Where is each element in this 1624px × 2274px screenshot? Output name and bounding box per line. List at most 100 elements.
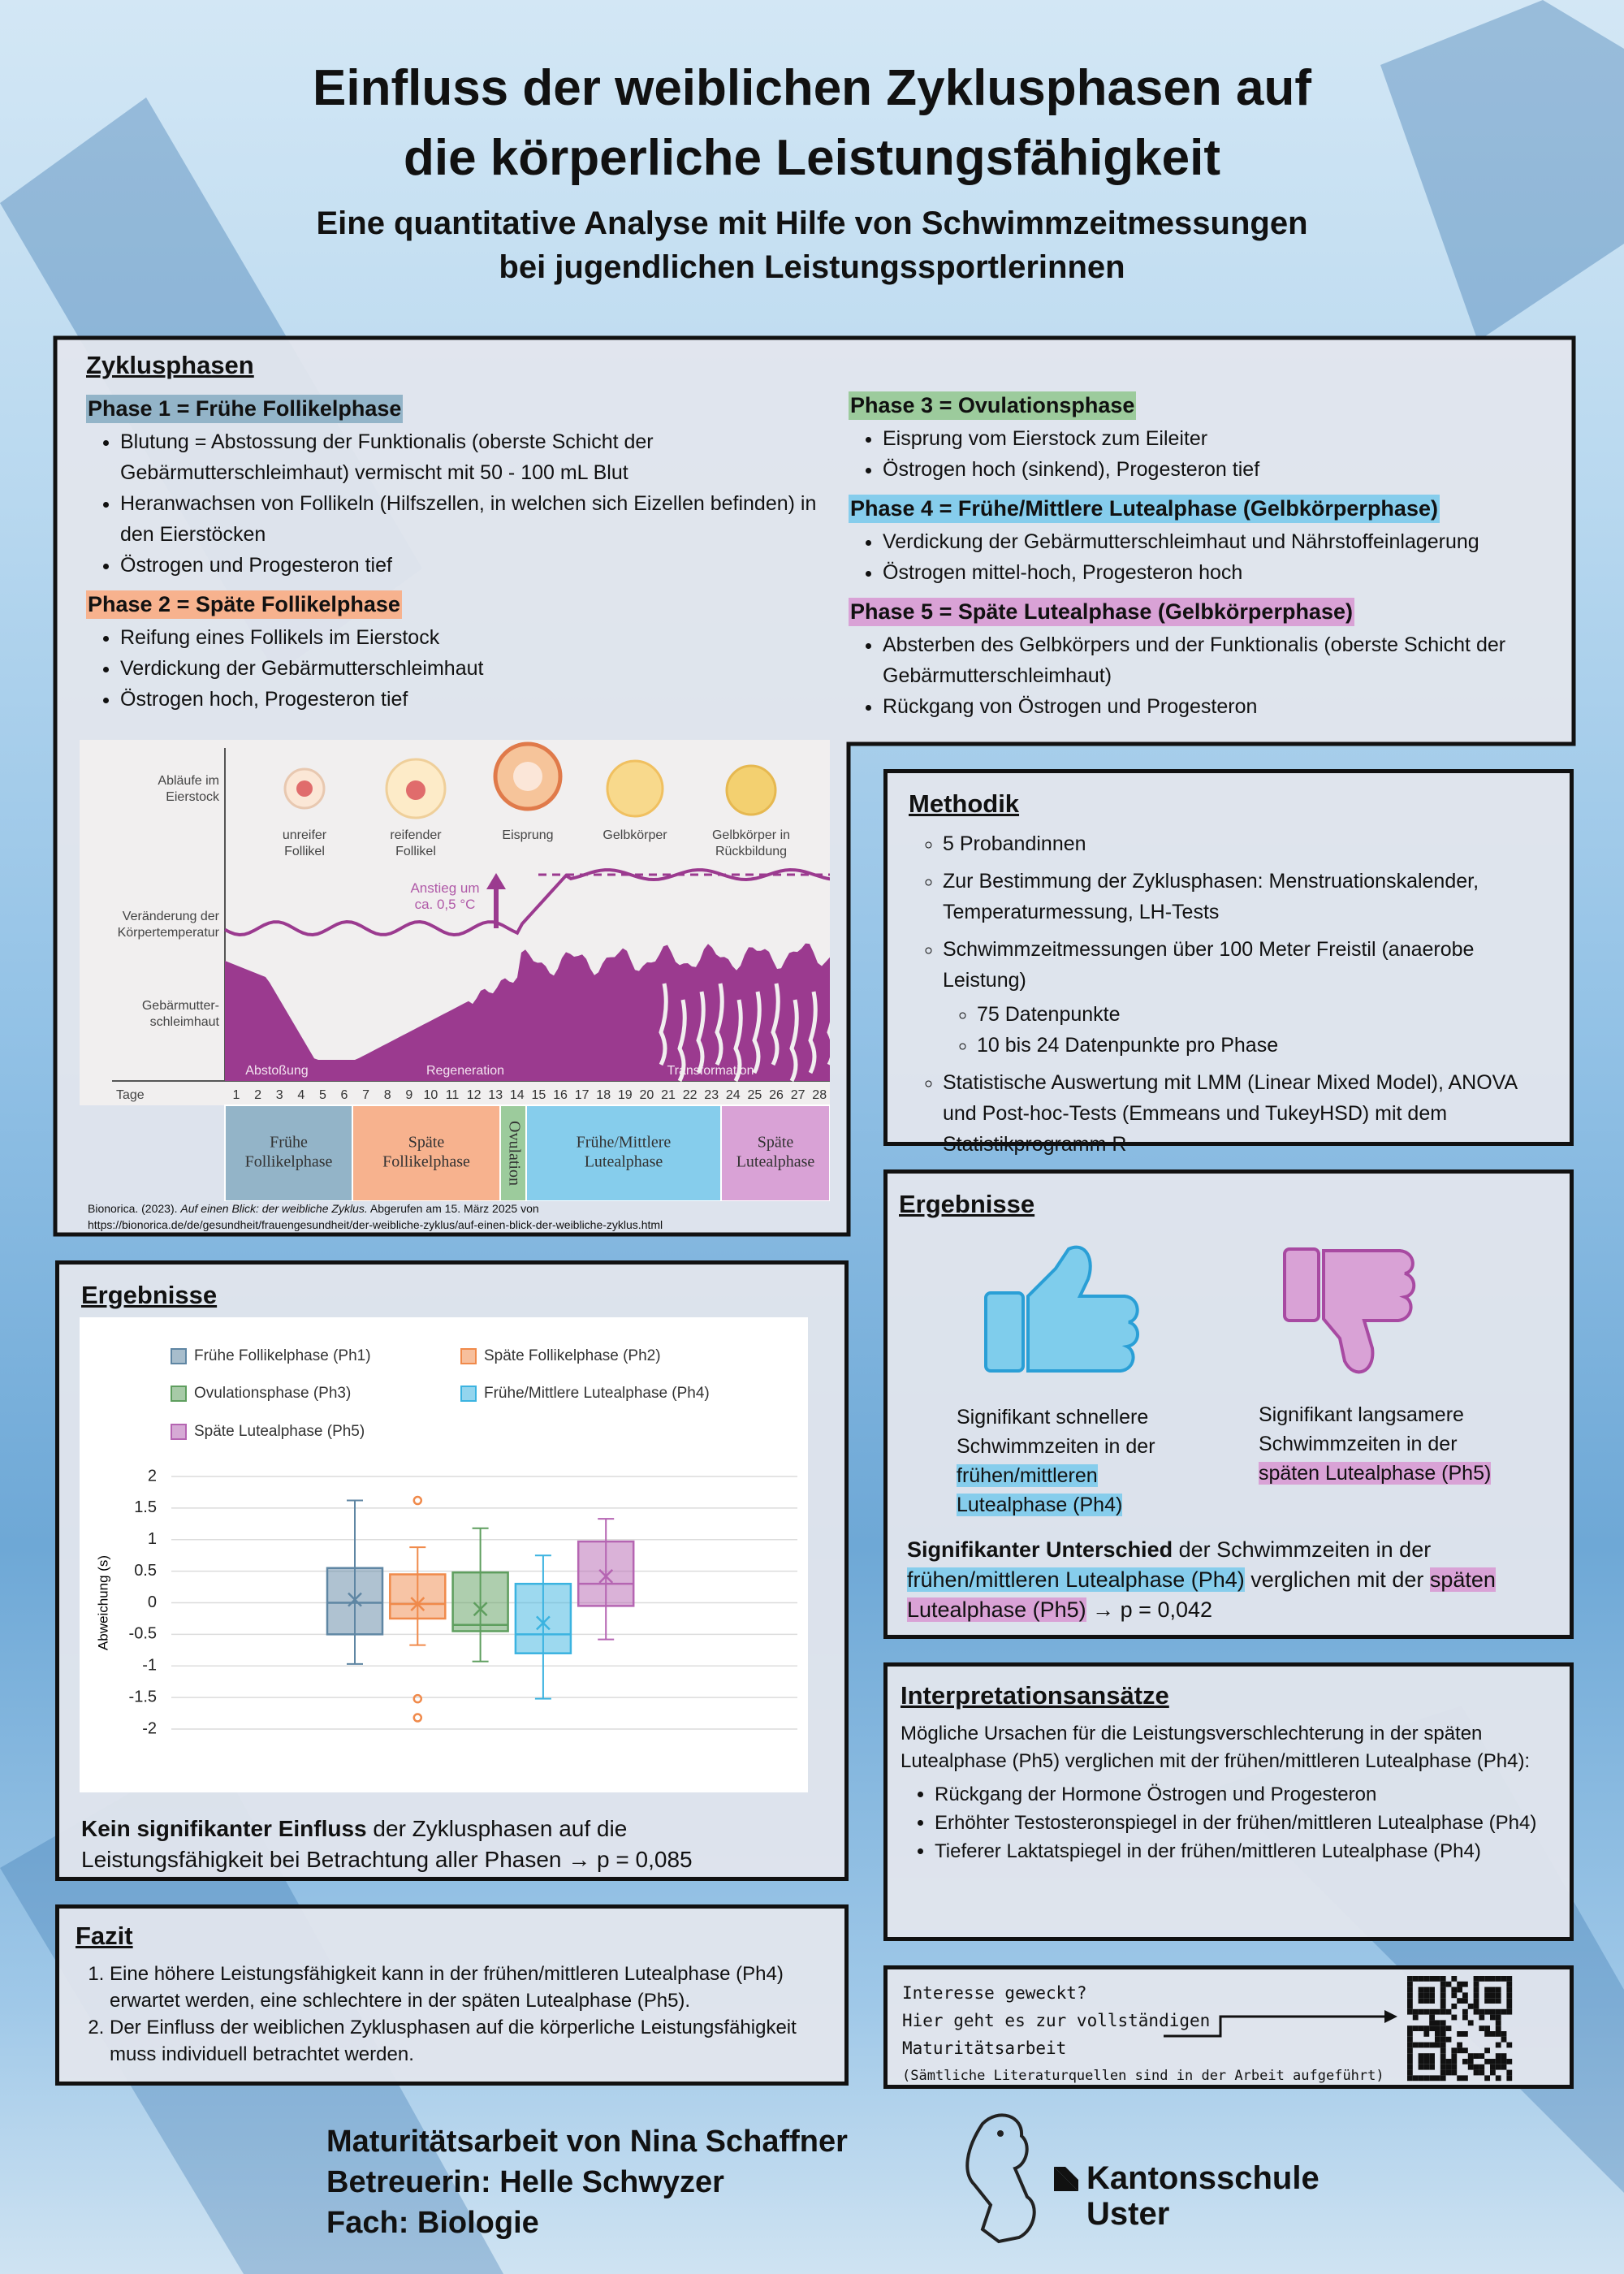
qr-module: [1473, 1987, 1479, 1993]
summary-text: → p = 0,042: [1086, 1597, 1213, 1622]
qr-module: [1479, 2069, 1485, 2076]
arrow-head: [1384, 2010, 1397, 2023]
lion-eye: [997, 2130, 1004, 2137]
qr-module: [1495, 1987, 1501, 1993]
corpus-icon: [606, 759, 664, 818]
qr-module: [1429, 2064, 1435, 2070]
qr-module: [1440, 2059, 1446, 2064]
day-label: 25: [748, 1088, 762, 1102]
y-tick-label: 0: [148, 1593, 157, 1611]
follicle-icon: [296, 780, 313, 797]
gland: [715, 983, 724, 1066]
qr-module: [1407, 2064, 1413, 2070]
section-heading: Methodik: [909, 789, 1020, 818]
qr-module: [1429, 2053, 1435, 2059]
qr-module: [1484, 2047, 1490, 2054]
list-item: Der Einfluss der weiblichen Zyklusphasen…: [110, 2014, 828, 2068]
phase-box: [224, 1105, 353, 1201]
qr-module: [1495, 2008, 1501, 2015]
qr-module: [1440, 2025, 1446, 2031]
qr-module: [1407, 2069, 1413, 2076]
list-item: Absterben des Gelbkörpers und der Funkti…: [883, 629, 1571, 691]
ergebnisse-right-panel: Ergebnisse: [883, 1169, 1574, 1639]
qr-line: Hier geht es zur vollständigen: [902, 2011, 1211, 2030]
outlier: [412, 1495, 423, 1506]
qr-module: [1407, 1981, 1413, 1987]
legend-label: Frühe Follikelphase (Ph1): [194, 1347, 371, 1364]
phase-list: Absterben des Gelbkörpers und der Funkti…: [849, 629, 1571, 722]
summary-text: der Schwimmzeiten in der: [1173, 1537, 1432, 1562]
qr-module: [1423, 2025, 1430, 2031]
qr-module: [1484, 2031, 1490, 2037]
qr-module: [1462, 1998, 1468, 2004]
qr-module: [1490, 2008, 1496, 2015]
qr-module: [1479, 2053, 1485, 2059]
qr-module: [1484, 2059, 1490, 2064]
qr-module: [1457, 2042, 1462, 2048]
temperature-annotation: Anstieg um: [410, 880, 479, 896]
mean-marker: [473, 1602, 488, 1617]
qr-module: [1479, 2008, 1485, 2015]
legend-swatch: [460, 1386, 477, 1402]
qr-module: [1429, 1992, 1435, 1999]
y-axis-label: Abweichung (s): [95, 1555, 110, 1650]
day-label: 5: [319, 1088, 326, 1102]
ovary-label: unreifer: [283, 828, 327, 842]
outlier: [412, 1693, 423, 1704]
qr-module: [1490, 1976, 1496, 1982]
gland: [827, 1021, 830, 1066]
qr-module: [1445, 2036, 1452, 2043]
qr-module: [1479, 1976, 1485, 1982]
credit-line: Maturitätsarbeit von Nina Schaffner: [326, 2125, 848, 2159]
day-label: 4: [297, 1088, 304, 1102]
qr-module: [1407, 1998, 1413, 2004]
day-label: 6: [341, 1088, 348, 1102]
day-label: 26: [769, 1088, 784, 1102]
qr-line: Maturitätsarbeit: [902, 2038, 1067, 2058]
qr-module: [1501, 2064, 1507, 2070]
follicle-icon: [406, 780, 425, 800]
gland: [789, 999, 799, 1083]
qr-module: [1484, 2008, 1490, 2015]
legend-label: Frühe/Mittlere Lutealphase (Ph4): [484, 1385, 710, 1402]
qr-module: [1429, 1976, 1435, 1982]
summary-bold: Signifikanter Unterschied: [907, 1537, 1173, 1562]
list-item: Eine höhere Leistungsfähigkeit kann in d…: [110, 1961, 828, 2014]
conclusion-text: der Zyklusphasen auf die Leistungsfähigk…: [81, 1816, 693, 1872]
qr-module: [1440, 2042, 1446, 2048]
qr-module: [1440, 2047, 1446, 2054]
phase-list: Verdickung der Gebärmutterschleimhaut un…: [849, 526, 1571, 588]
qr-module: [1490, 2069, 1496, 2076]
qr-module: [1490, 2031, 1496, 2037]
qr-module: [1440, 2075, 1446, 2082]
title-line: die körperliche Leistungsfähigkeit: [403, 130, 1221, 186]
day-label: 18: [596, 1088, 611, 1102]
qr-module: [1407, 1987, 1413, 1993]
qr-module: [1445, 2008, 1452, 2015]
summary-highlight: frühen/mittleren Lutealphase (Ph4): [907, 1567, 1245, 1592]
list-item: Östrogen hoch, Progesteron tief: [120, 684, 841, 715]
phase-label: Lutealphase: [736, 1153, 815, 1171]
y-tick-label: -1.5: [129, 1688, 157, 1706]
row-label: Gebärmutter-: [142, 999, 219, 1013]
fazit-panel: Fazit Eine höhere Leistungsfähigkeit kan…: [55, 1904, 849, 2086]
fazit-list: Eine höhere Leistungsfähigkeit kann in d…: [76, 1961, 828, 2068]
qr-module: [1484, 1998, 1490, 2004]
credit-line: Betreuerin: Helle Schwyzer: [326, 2165, 724, 2199]
interpretation-panel: Interpretationsansätze Mögliche Ursachen…: [883, 1662, 1574, 1941]
qr-module: [1501, 1976, 1507, 1982]
qr-module: [1462, 1981, 1468, 1987]
qr-module: [1440, 1992, 1446, 1999]
y-tick-label: 2: [148, 1467, 157, 1485]
qr-module: [1506, 2069, 1513, 2076]
follicle-icon: [513, 762, 542, 791]
y-tick-label: -0.5: [129, 1625, 157, 1643]
row-label: Eierstock: [166, 790, 220, 804]
legend-label: Ovulationsphase (Ph3): [194, 1385, 351, 1402]
mean-stroke: [536, 1615, 551, 1631]
outlier: [412, 1713, 423, 1723]
qr-module: [1429, 2059, 1435, 2064]
qr-module: [1506, 1987, 1513, 1993]
qr-module: [1462, 2075, 1468, 2082]
